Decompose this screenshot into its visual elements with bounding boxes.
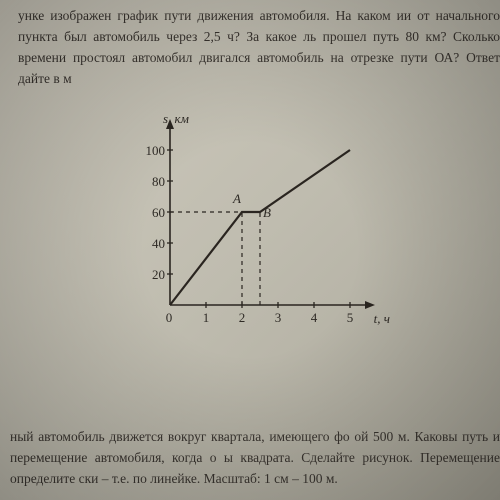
y-tick-40: 40 [143,236,165,252]
x-tick-2: 2 [236,310,248,326]
y-tick-60: 60 [143,205,165,221]
y-tick-20: 20 [143,267,165,283]
motion-chart: s, км t, ч 20 40 60 80 100 0 1 2 3 4 5 A… [135,115,380,335]
x-tick-3: 3 [272,310,284,326]
x-tick-5: 5 [344,310,356,326]
y-axis-label: s, км [163,111,189,127]
x-tick-1: 1 [200,310,212,326]
x-axis-label: t, ч [374,311,390,327]
problem-text-top: унке изображен график пути движения авто… [18,6,500,90]
y-tick-80: 80 [143,174,165,190]
problem-text-bottom: ный автомобиль движется вокруг квартала,… [10,427,500,490]
x-tick-4: 4 [308,310,320,326]
y-tick-100: 100 [139,143,165,159]
page-surface: унке изображен график пути движения авто… [0,0,500,500]
chart-svg [135,115,395,335]
point-B: B [263,205,271,221]
x-tick-0: 0 [163,310,175,326]
point-A: A [233,191,241,207]
